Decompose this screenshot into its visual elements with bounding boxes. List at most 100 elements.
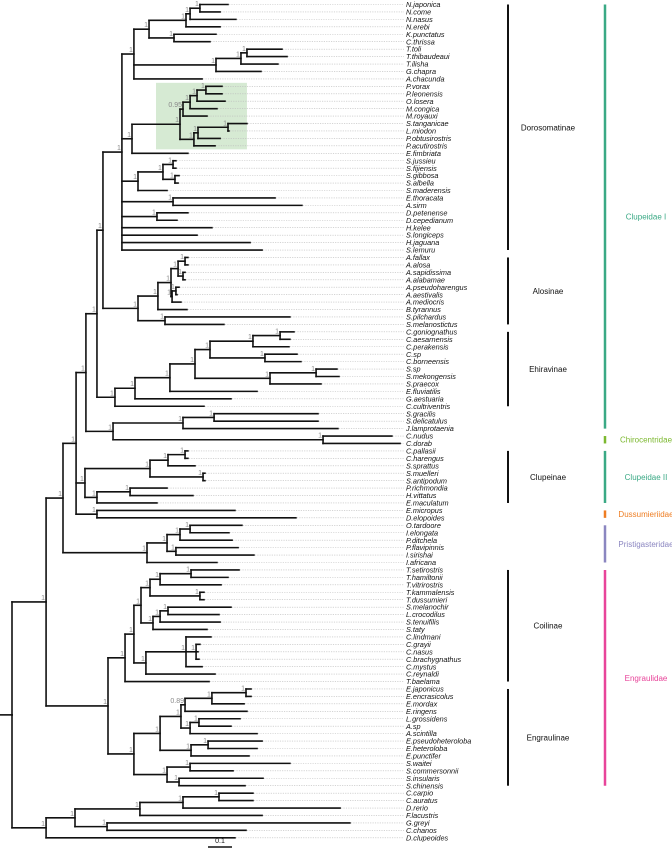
support-value: 1 (186, 743, 190, 750)
taxon-label: T.setirostris (406, 566, 443, 575)
support-value: 1 (163, 604, 167, 611)
subfamily-label: Dorosomatinae (521, 123, 576, 132)
support-value: 1 (152, 210, 156, 217)
taxon-label: S.muelleri (406, 469, 439, 478)
taxon-label: S.maderensis (406, 186, 451, 195)
support-value: 1 (174, 775, 178, 782)
taxon-label: T.vitrirostris (406, 580, 443, 589)
support-value: 1 (133, 174, 137, 181)
taxon-label: N.erebi (406, 22, 430, 31)
taxon-label: S.melanochir (406, 603, 449, 612)
support-value: 1 (318, 433, 322, 440)
taxon-label: S.tanganicae (406, 119, 449, 128)
support-value: 0.89 (170, 698, 184, 705)
support-value: 1 (194, 715, 198, 722)
taxon-label: C.pallasii (406, 447, 436, 456)
subfamily-label: Clupeinae (530, 473, 567, 482)
support-value: 1 (165, 371, 169, 378)
support-value: 1 (133, 301, 137, 308)
taxon-label: A.sp (405, 722, 421, 731)
support-value: 1 (41, 821, 45, 828)
support-value: 1 (58, 491, 62, 498)
taxon-label: O.tardoore (406, 521, 441, 530)
taxon-label: O.losera (406, 97, 434, 106)
taxon-label: E.maculatum (406, 499, 449, 508)
taxon-label: H.kelee (406, 223, 431, 232)
taxon-label: T.dussumieri (406, 595, 447, 604)
taxon-label: N.nasus (406, 15, 433, 24)
support-value: 1 (167, 290, 171, 297)
taxon-label: S.praecox (406, 380, 439, 389)
taxon-label: A.aestivalis (405, 290, 443, 299)
taxon-label: M.royauxi (406, 112, 438, 121)
support-value: 1 (71, 436, 75, 443)
taxon-label: C.brachygnathus (406, 655, 462, 664)
taxon-label: D.petenense (406, 208, 447, 217)
support-value: 1 (198, 470, 202, 477)
support-value: 1 (155, 726, 159, 733)
taxon-label: C.nudus (406, 432, 434, 441)
taxon-label: C.chanos (406, 826, 437, 835)
taxon-label: I.elongata (406, 528, 438, 537)
taxon-label: S.delicatulus (406, 417, 448, 426)
support-value: 1 (190, 357, 194, 364)
support-value: 1 (248, 334, 252, 341)
taxon-label: P.ditchela (406, 536, 437, 545)
support-value: 0.95 (168, 102, 182, 109)
taxon-label: D.cepedianum (406, 216, 453, 225)
support-value: 1 (211, 58, 215, 65)
tree-branches (0, 3, 401, 839)
support-value: 1 (185, 7, 189, 14)
support-value: 1 (148, 616, 152, 623)
taxon-label: H.vittatus (406, 491, 437, 500)
taxon-label: A.chacunda (405, 75, 445, 84)
taxon-label: E.japonicus (406, 685, 444, 694)
support-value: 1 (117, 145, 121, 152)
taxon-label: S.lemuru (406, 246, 435, 255)
taxon-label: D.rerio (406, 804, 428, 813)
taxon-label: E.thoracata (406, 194, 443, 203)
taxon-label: A.sapidissima (405, 268, 451, 277)
support-value: 1 (186, 567, 190, 574)
support-value: 1 (81, 366, 85, 373)
support-value: 1 (201, 83, 205, 90)
taxon-label: E.encrasicolus (406, 692, 454, 701)
taxon-label: S.antipodum (406, 476, 447, 485)
taxon-label: S.taty (406, 625, 426, 634)
support-value: 1 (168, 195, 172, 202)
taxon-label: C.nasus (406, 647, 433, 656)
taxon-label: I.sirishai (406, 551, 433, 560)
support-value: 1 (108, 424, 112, 431)
support-value: 1 (125, 485, 129, 492)
support-value: 1 (178, 269, 182, 276)
support-value: 1 (166, 276, 170, 283)
support-value: 1 (129, 47, 133, 54)
support-value: 1 (144, 22, 148, 29)
support-value: 1 (195, 589, 199, 596)
support-value: 1 (209, 410, 213, 417)
taxon-label: L.miodon (406, 127, 436, 136)
taxon-label: A.mediocris (405, 298, 444, 307)
support-value: 1 (311, 366, 315, 373)
taxon-label: P.vorax (406, 82, 430, 91)
subfamily-label: Coilinae (534, 622, 563, 631)
taxon-label: T.baelama (406, 677, 440, 686)
taxon-label: N.japonica (406, 0, 440, 9)
taxon-label: P.obtusirostris (406, 134, 452, 143)
taxon-label: P.acutirostris (406, 141, 448, 150)
support-value: 1 (80, 476, 84, 483)
support-value: 1 (223, 120, 227, 127)
support-value: 1 (241, 686, 245, 693)
support-value: 1 (171, 284, 175, 291)
subfamily-label: Ehiravinae (529, 365, 567, 374)
support-value: 1 (181, 13, 185, 20)
taxon-label: C.reynaldi (406, 670, 439, 679)
taxon-label: S.melanostictus (406, 320, 458, 329)
support-value: 1 (92, 490, 96, 497)
taxon-label: C.grayii (406, 640, 431, 649)
support-value: 1 (103, 699, 107, 706)
support-value: 1 (158, 165, 162, 172)
subfamily-label: Alosinae (533, 287, 564, 296)
taxon-label: P.richmondia (406, 484, 448, 493)
support-value: 1 (207, 691, 211, 698)
